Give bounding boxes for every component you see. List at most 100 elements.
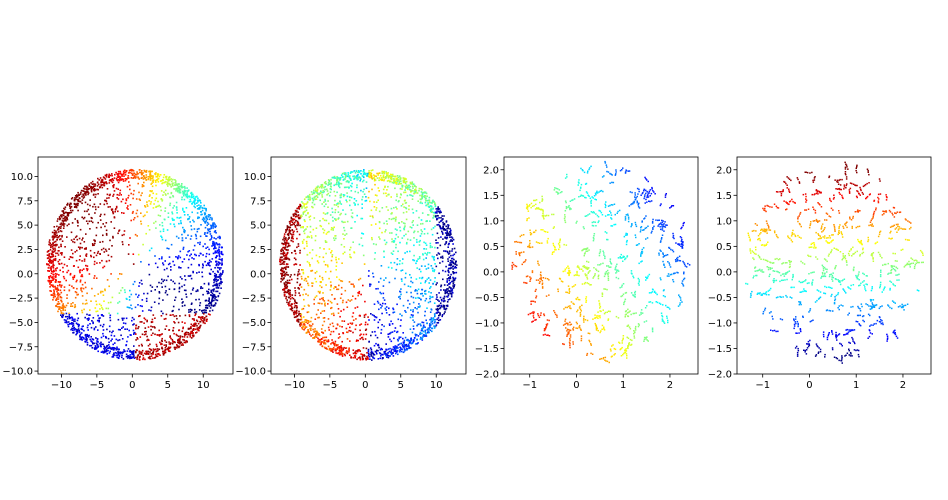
scatter-point: [81, 275, 84, 278]
scatter-point: [415, 262, 417, 265]
scatter-point: [427, 251, 429, 254]
scatter-point: [436, 218, 438, 221]
scatter-point: [336, 203, 338, 205]
scatter-point: [343, 178, 346, 181]
scatter-point: [398, 263, 401, 265]
scatter-point: [309, 215, 312, 217]
scatter-point: [60, 311, 63, 314]
scatter-point: [167, 182, 170, 185]
scatter-point: [336, 344, 338, 347]
x-tick-label: 10: [197, 380, 210, 391]
scatter-point: [442, 223, 445, 226]
scatter-point: [61, 315, 63, 318]
scatter-point: [380, 265, 383, 267]
scatter-point: [305, 196, 308, 198]
scatter-point: [55, 299, 57, 301]
scatter-point: [190, 337, 193, 339]
scatter-point: [50, 252, 53, 255]
scatter-point: [294, 299, 296, 301]
scatter-point: [421, 202, 423, 205]
scatter-point: [302, 242, 304, 244]
scatter-point: [339, 336, 341, 338]
scatter-point: [85, 337, 87, 339]
scatter-point: [408, 345, 410, 347]
scatter-point: [394, 220, 397, 222]
scatter-point: [70, 203, 72, 205]
scatter-point: [194, 322, 196, 325]
scatter-point: [90, 344, 93, 347]
scatter-point: [209, 239, 211, 241]
scatter-point: [320, 328, 323, 330]
scatter-point: [408, 186, 410, 189]
scatter-point: [216, 299, 219, 302]
scatter-point: [440, 236, 442, 238]
scatter-point: [188, 216, 191, 218]
scatter-point: [117, 351, 120, 354]
scatter-point: [79, 242, 82, 245]
scatter-point: [403, 234, 405, 237]
scatter-point: [294, 301, 297, 304]
scatter-point: [58, 262, 60, 265]
scatter-point: [176, 216, 178, 219]
scatter-point: [349, 178, 352, 180]
scatter-point: [338, 333, 340, 335]
scatter-point: [158, 204, 160, 207]
scatter-point: [55, 269, 57, 272]
scatter-point: [178, 286, 181, 289]
scatter-point: [432, 270, 434, 272]
scatter-point: [404, 276, 407, 279]
scatter-point: [89, 204, 91, 207]
scatter-point: [55, 288, 57, 291]
scatter-point: [71, 256, 74, 259]
scatter-point: [99, 342, 101, 345]
scatter-point: [326, 340, 328, 343]
scatter-point: [452, 285, 454, 287]
scatter-point: [178, 266, 180, 269]
scatter-point: [198, 309, 201, 311]
scatter-point: [437, 257, 439, 260]
scatter-point: [86, 344, 89, 346]
scatter-point: [336, 348, 338, 351]
scatter-point: [331, 322, 334, 325]
scatter-point: [452, 265, 454, 268]
scatter-point: [410, 314, 413, 316]
scatter-point: [150, 190, 153, 193]
scatter-point: [289, 222, 291, 225]
scatter-point: [435, 215, 437, 218]
scatter-point: [48, 260, 50, 262]
scatter-point: [59, 235, 61, 237]
scatter-point: [87, 192, 90, 194]
scatter-point: [52, 271, 54, 273]
scatter-point: [381, 170, 383, 173]
scatter-point: [425, 257, 427, 259]
scatter-point: [138, 191, 140, 194]
scatter-point: [414, 333, 417, 336]
scatter-point: [94, 348, 96, 350]
scatter-point: [195, 319, 198, 322]
scatter-point: [164, 210, 166, 212]
scatter-point: [395, 199, 397, 202]
scatter-point: [452, 281, 455, 283]
scatter-point: [327, 265, 329, 268]
scatter-point: [322, 292, 324, 294]
scatter-point: [344, 234, 346, 236]
scatter-point: [63, 217, 66, 219]
scatter-point: [402, 304, 405, 307]
scatter-point: [158, 292, 161, 294]
scatter-point: [178, 282, 181, 285]
scatter-point: [199, 199, 201, 202]
scatter-point: [303, 321, 306, 323]
scatter-point: [85, 233, 87, 235]
scatter-point: [365, 347, 368, 350]
scatter-point: [99, 253, 101, 255]
scatter-point: [156, 176, 159, 178]
scatter-point: [427, 205, 430, 208]
scatter-point: [392, 180, 395, 182]
scatter-point: [164, 351, 167, 354]
scatter-point: [449, 290, 452, 293]
scatter-point: [297, 273, 299, 275]
scatter-point: [52, 264, 54, 267]
scatter-point: [123, 233, 125, 236]
scatter-point: [289, 308, 292, 310]
scatter-point: [62, 266, 64, 269]
